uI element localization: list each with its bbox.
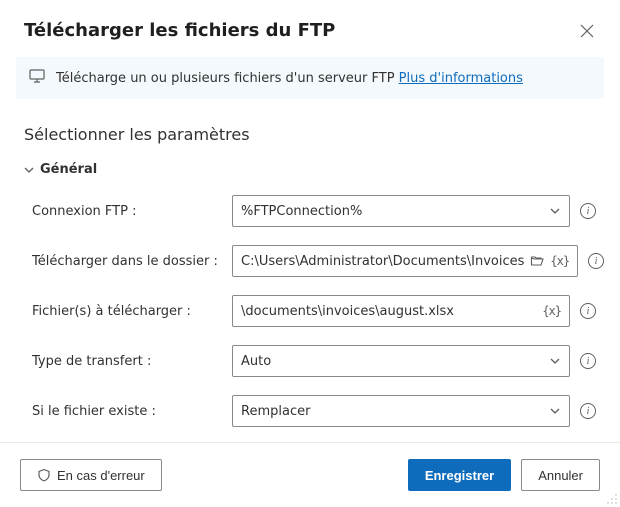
close-icon: [580, 24, 594, 38]
transfer-type-select[interactable]: Auto: [232, 345, 570, 377]
browse-folder-icon[interactable]: [530, 254, 544, 268]
label-transfer-type: Type de transfert :: [32, 354, 222, 369]
banner-text: Télécharge un ou plusieurs fichiers d'un…: [56, 71, 399, 86]
info-icon[interactable]: [580, 203, 596, 219]
label-files-to-download: Fichier(s) à télécharger :: [32, 304, 222, 319]
transfer-type-value: Auto: [241, 354, 543, 369]
group-general-header[interactable]: Général: [24, 162, 596, 177]
group-label: Général: [40, 162, 97, 177]
dialog-footer: En cas d'erreur Enregistrer Annuler: [0, 442, 620, 507]
info-icon[interactable]: [580, 353, 596, 369]
chevron-down-icon: [549, 355, 561, 367]
ftp-connection-select[interactable]: %FTPConnection%: [232, 195, 570, 227]
row-files-to-download: Fichier(s) à télécharger : \documents\in…: [32, 295, 596, 327]
download-folder-input[interactable]: C:\Users\Administrator\Documents\Invoice…: [232, 245, 578, 277]
chevron-down-icon: [549, 205, 561, 217]
row-download-folder: Télécharger dans le dossier : C:\Users\A…: [32, 245, 596, 277]
info-icon[interactable]: [580, 403, 596, 419]
on-error-label: En cas d'erreur: [57, 468, 145, 483]
download-folder-value: C:\Users\Administrator\Documents\Invoice…: [241, 254, 524, 269]
ftp-connection-value: %FTPConnection%: [241, 204, 543, 219]
files-to-download-value: \documents\invoices\august.xlsx: [241, 304, 536, 319]
dialog-title: Télécharger les fichiers du FTP: [24, 20, 335, 41]
save-label: Enregistrer: [425, 468, 494, 483]
monitor-icon: [28, 67, 46, 89]
row-transfer-type: Type de transfert : Auto: [32, 345, 596, 377]
more-info-link[interactable]: Plus d'informations: [399, 71, 523, 86]
chevron-down-icon: [549, 405, 561, 417]
row-if-file-exists: Si le fichier existe : Remplacer: [32, 395, 596, 427]
info-icon[interactable]: [580, 303, 596, 319]
fields-container: Connexion FTP : %FTPConnection% Téléchar…: [24, 195, 596, 427]
info-banner: Télécharge un ou plusieurs fichiers d'un…: [16, 57, 604, 99]
if-file-exists-value: Remplacer: [241, 404, 543, 419]
info-text: Télécharge un ou plusieurs fichiers d'un…: [56, 71, 523, 86]
variable-icon[interactable]: {x}: [550, 254, 569, 268]
close-button[interactable]: [578, 22, 596, 40]
resize-grip-icon[interactable]: [606, 493, 618, 505]
variable-icon[interactable]: {x}: [542, 304, 561, 318]
cancel-label: Annuler: [538, 468, 583, 483]
section-title: Sélectionner les paramètres: [24, 125, 596, 144]
shield-icon: [37, 468, 51, 482]
on-error-button[interactable]: En cas d'erreur: [20, 459, 162, 491]
content-area: Sélectionner les paramètres Général Conn…: [0, 109, 620, 442]
label-ftp-connection: Connexion FTP :: [32, 204, 222, 219]
row-ftp-connection: Connexion FTP : %FTPConnection%: [32, 195, 596, 227]
label-if-file-exists: Si le fichier existe :: [32, 404, 222, 419]
label-download-folder: Télécharger dans le dossier :: [32, 254, 222, 269]
save-button[interactable]: Enregistrer: [408, 459, 511, 491]
cancel-button[interactable]: Annuler: [521, 459, 600, 491]
if-file-exists-select[interactable]: Remplacer: [232, 395, 570, 427]
info-icon[interactable]: [588, 253, 604, 269]
dialog-header: Télécharger les fichiers du FTP: [0, 0, 620, 53]
chevron-down-icon: [24, 165, 34, 175]
files-to-download-input[interactable]: \documents\invoices\august.xlsx {x}: [232, 295, 570, 327]
